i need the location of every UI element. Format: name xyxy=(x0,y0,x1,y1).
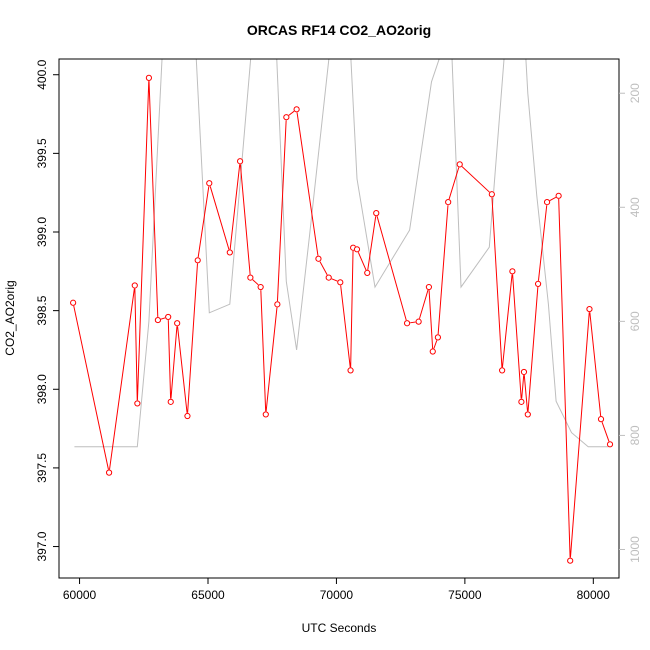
data-point xyxy=(520,368,528,376)
right-tick-label: 1000 xyxy=(628,536,642,563)
data-point xyxy=(456,161,463,168)
data-point xyxy=(586,305,593,313)
y-axis-label: CO2_AO2orig xyxy=(3,280,17,355)
data-point xyxy=(425,283,433,291)
right-tick-label: 200 xyxy=(628,83,642,103)
data-point xyxy=(567,557,574,564)
data-point xyxy=(293,106,300,113)
right-axis: 200 400 600 800 1000 xyxy=(619,83,642,563)
data-point xyxy=(184,412,191,420)
data-point xyxy=(70,299,77,306)
co2-series xyxy=(69,74,614,564)
data-point xyxy=(226,249,233,256)
chart-title: ORCAS RF14 CO2_AO2orig xyxy=(247,22,431,38)
data-point xyxy=(445,199,452,206)
x-tick-label: 60000 xyxy=(63,588,97,602)
y-tick-label: 397.0 xyxy=(35,531,49,561)
data-point xyxy=(524,411,531,418)
data-point xyxy=(206,180,213,187)
data-point xyxy=(145,74,153,81)
data-point xyxy=(597,416,605,423)
y-tick-label: 399.5 xyxy=(35,138,49,168)
data-point xyxy=(134,400,141,407)
data-point xyxy=(262,411,269,418)
y-tick-label: 398.0 xyxy=(35,374,49,404)
data-point xyxy=(606,441,614,448)
data-point xyxy=(364,269,371,276)
x-tick-label: 65000 xyxy=(191,588,225,602)
data-point xyxy=(488,191,495,198)
altitude-line xyxy=(74,59,610,448)
data-point xyxy=(403,320,411,327)
x-axis-label: UTC Seconds xyxy=(302,621,377,635)
y-tick-label: 398.5 xyxy=(35,295,49,325)
data-point xyxy=(518,398,525,405)
data-point xyxy=(353,246,361,253)
right-tick-label: 800 xyxy=(628,425,642,445)
data-point xyxy=(373,210,380,217)
data-point xyxy=(429,348,436,355)
data-point xyxy=(165,313,172,321)
data-point xyxy=(434,334,441,341)
data-point xyxy=(337,279,344,286)
data-point xyxy=(167,398,174,405)
data-point xyxy=(194,257,201,264)
y-axis: 397.0 397.5 398.0 398.5 399.0 399.5 400.0 xyxy=(35,59,59,562)
data-point xyxy=(247,274,254,281)
data-point xyxy=(534,280,542,287)
data-point xyxy=(325,274,332,281)
right-tick-label: 400 xyxy=(628,197,642,217)
x-tick-label: 70000 xyxy=(320,588,354,602)
data-point xyxy=(174,320,181,327)
y-tick-label: 400.0 xyxy=(35,59,49,89)
plot-frame xyxy=(58,58,620,579)
data-point xyxy=(555,192,562,199)
x-tick-label: 75000 xyxy=(448,588,482,602)
data-point xyxy=(347,367,354,374)
co2-line xyxy=(72,77,611,561)
data-point xyxy=(509,268,516,275)
data-point xyxy=(543,199,551,206)
y-tick-label: 399.0 xyxy=(35,217,49,247)
data-point xyxy=(274,301,281,308)
right-tick-label: 600 xyxy=(628,311,642,331)
x-tick-label: 80000 xyxy=(577,588,611,602)
data-point xyxy=(283,114,290,121)
data-point xyxy=(154,316,161,324)
data-point xyxy=(499,367,506,374)
data-point xyxy=(315,255,322,262)
data-point xyxy=(257,283,264,291)
altitude-series xyxy=(74,59,610,448)
x-axis: 60000 65000 70000 75000 80000 xyxy=(63,578,610,602)
y-tick-label: 397.5 xyxy=(35,453,49,483)
data-point xyxy=(105,469,113,476)
data-point xyxy=(237,158,244,165)
data-point xyxy=(131,282,138,289)
data-point xyxy=(415,318,422,325)
